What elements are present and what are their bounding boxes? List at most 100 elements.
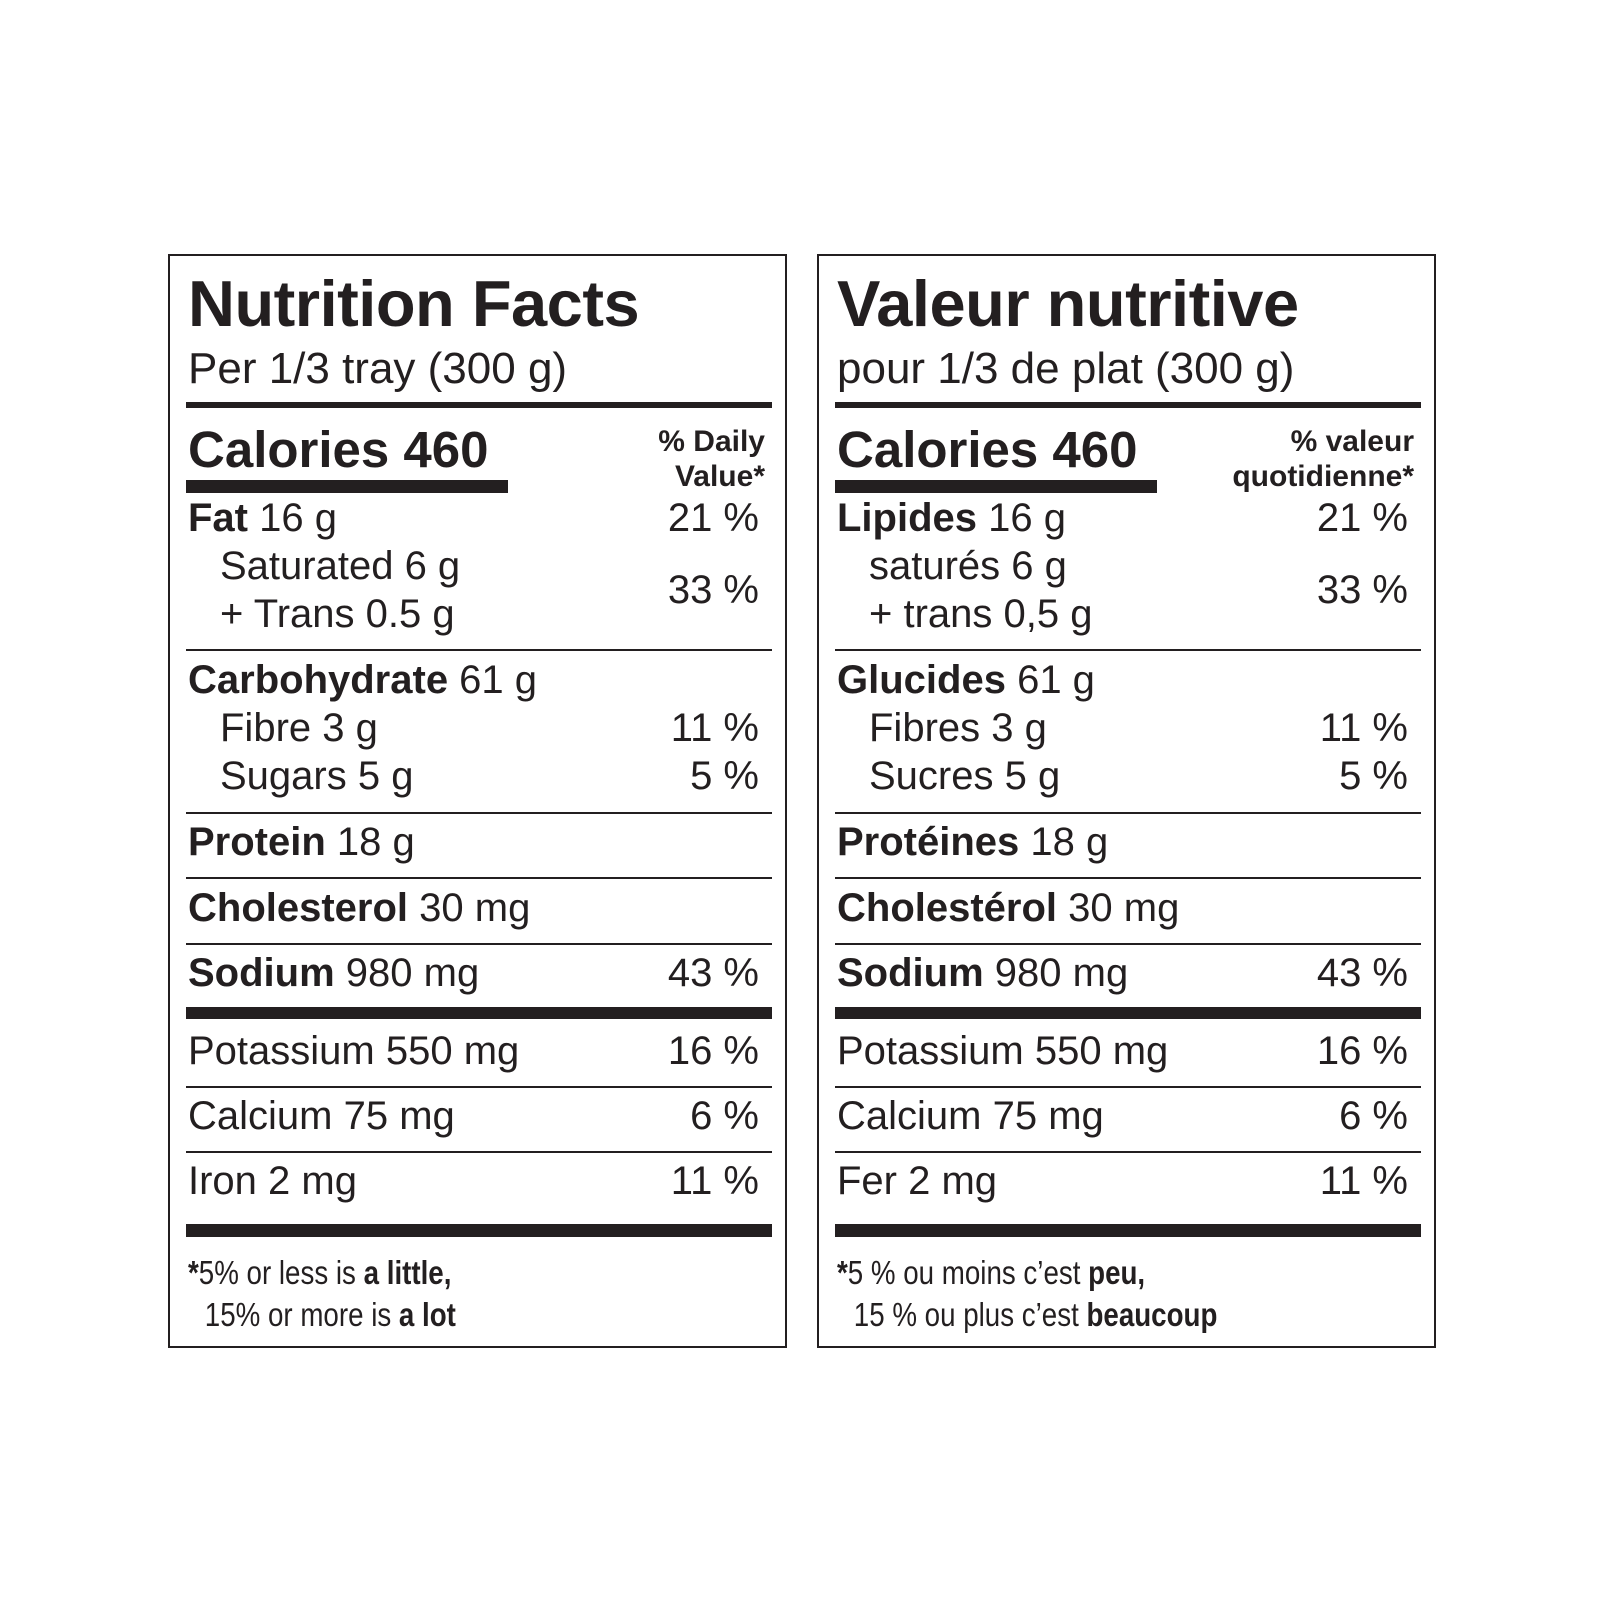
protein-row: Protein 18 g [188, 820, 415, 865]
footnote-line2-text: 15 % ou plus c’est [853, 1296, 1087, 1333]
fat-row: Fat 16 g [188, 496, 337, 541]
carb-row: Carbohydrate 61 g [188, 658, 537, 703]
divider [835, 943, 1421, 945]
divider [186, 877, 772, 879]
carb-row: Glucides 61 g [837, 658, 1095, 703]
divider [835, 1086, 1421, 1088]
divider [835, 812, 1421, 814]
divider-thick [186, 1224, 772, 1237]
daily-value-header: % valeur quotidienne* [1232, 424, 1414, 494]
footnote-line1-text: 5% or less is [198, 1254, 364, 1291]
daily-value-line1: % valeur [1290, 425, 1414, 458]
potassium-pct: 16 % [1316, 1029, 1408, 1073]
daily-value-line2: Value* [674, 460, 765, 493]
footnote-line1-bold: a little, [363, 1254, 452, 1291]
cholesterol-row: Cholestérol 30 mg [837, 886, 1179, 931]
protein-amount: 18 g [325, 820, 415, 864]
fibre-pct: 11 % [670, 706, 759, 750]
protein-row: Protéines 18 g [837, 820, 1108, 865]
calcium-row: Calcium 75 mg [837, 1094, 1104, 1138]
nutrition-facts-panel-en: Nutrition Facts Per 1/3 tray (300 g) Cal… [168, 254, 787, 1348]
daily-value-header: % Daily Value* [658, 424, 765, 494]
divider [835, 649, 1421, 651]
daily-value-line1: % Daily [658, 425, 765, 458]
cholesterol-amount: 30 mg [1057, 886, 1180, 930]
sodium-label: Sodium [188, 951, 335, 995]
protein-label: Protéines [837, 820, 1020, 864]
cholesterol-amount: 30 mg [408, 886, 531, 930]
divider [186, 649, 772, 651]
protein-label: Protein [188, 820, 326, 864]
divider [186, 943, 772, 945]
cholesterol-row: Cholesterol 30 mg [188, 886, 530, 931]
fat-pct: 21 % [667, 496, 759, 540]
footnote-line1-text: 5 % ou moins c’est [847, 1254, 1089, 1291]
footnote-line2-bold: beaucoup [1086, 1296, 1218, 1333]
divider [186, 812, 772, 814]
fat-amount: 16 g [248, 496, 337, 540]
footnote-line1: *5% or less is a little, [188, 1252, 456, 1294]
saturated-row: Saturated 6 g [220, 544, 461, 588]
calories-bar [186, 480, 508, 493]
iron-row: Fer 2 mg [837, 1159, 998, 1203]
footnote-asterisk: * [837, 1254, 848, 1291]
sodium-label: Sodium [837, 951, 984, 995]
footnote-asterisk: * [188, 1254, 199, 1291]
iron-pct: 11 % [670, 1159, 759, 1203]
serving-size: Per 1/3 tray (300 g) [188, 344, 568, 393]
footnote-line2: 15 % ou plus c’est beaucoup [837, 1294, 1218, 1336]
divider-thick [186, 402, 772, 408]
sodium-row: Sodium 980 mg [837, 951, 1128, 996]
carb-label: Carbohydrate [188, 658, 449, 702]
fat-pct: 21 % [1316, 496, 1408, 540]
iron-pct: 11 % [1319, 1159, 1408, 1203]
calories: Calories 460 [837, 421, 1138, 478]
fibre-pct: 11 % [1319, 706, 1408, 750]
footnote-line2-text: 15% or more is [204, 1296, 399, 1333]
sat-trans-pct: 33 % [667, 568, 759, 612]
sodium-pct: 43 % [1316, 951, 1408, 995]
iron-row: Iron 2 mg [188, 1159, 357, 1203]
calcium-row: Calcium 75 mg [188, 1094, 455, 1138]
cholesterol-label: Cholesterol [188, 886, 409, 930]
potassium-pct: 16 % [667, 1029, 759, 1073]
nutrition-facts-panel-fr: Valeur nutritive pour 1/3 de plat (300 g… [817, 254, 1436, 1348]
divider [835, 1151, 1421, 1153]
serving-size: pour 1/3 de plat (300 g) [837, 344, 1295, 393]
footnote-line2: 15% or more is a lot [188, 1294, 456, 1336]
sat-trans-pct: 33 % [1316, 568, 1408, 612]
fat-label: Fat [188, 496, 248, 540]
cholesterol-label: Cholestérol [837, 886, 1058, 930]
carb-label: Glucides [837, 658, 1006, 702]
protein-amount: 18 g [1019, 820, 1109, 864]
calcium-pct: 6 % [690, 1094, 759, 1138]
divider [186, 1151, 772, 1153]
sodium-amount: 980 mg [983, 951, 1129, 995]
label-title: Nutrition Facts [188, 267, 640, 340]
calories-bar [835, 480, 1157, 493]
sugars-row: Sucres 5 g [869, 754, 1061, 798]
divider [186, 1086, 772, 1088]
trans-row: + trans 0,5 g [869, 592, 1093, 636]
potassium-row: Potassium 550 mg [188, 1029, 520, 1073]
calories: Calories 460 [188, 421, 489, 478]
sugars-row: Sugars 5 g [220, 754, 414, 798]
divider-thick [186, 1007, 772, 1019]
carb-amount: 61 g [448, 658, 538, 702]
fibre-row: Fibres 3 g [869, 706, 1047, 750]
label-title: Valeur nutritive [837, 267, 1299, 340]
fat-amount: 16 g [977, 496, 1066, 540]
sugars-pct: 5 % [1339, 754, 1408, 798]
divider-thick [835, 402, 1421, 408]
footnote: *5% or less is a little, 15% or more is … [188, 1252, 456, 1336]
fibre-row: Fibre 3 g [220, 706, 378, 750]
potassium-row: Potassium 550 mg [837, 1029, 1169, 1073]
divider-thick [835, 1007, 1421, 1019]
sodium-row: Sodium 980 mg [188, 951, 479, 996]
fat-row: Lipides 16 g [837, 496, 1066, 541]
footnote-line2-bold: a lot [398, 1296, 456, 1333]
carb-amount: 61 g [1005, 658, 1095, 702]
calcium-pct: 6 % [1339, 1094, 1408, 1138]
sugars-pct: 5 % [690, 754, 759, 798]
footnote-line1: *5 % ou moins c’est peu, [837, 1252, 1217, 1294]
